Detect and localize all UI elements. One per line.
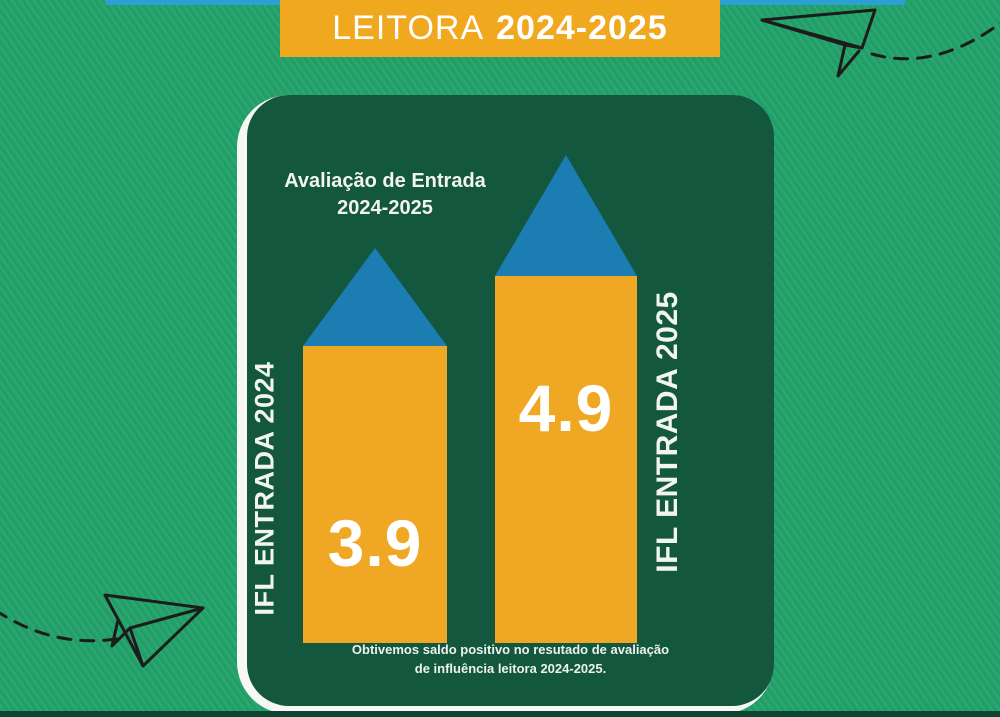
paper-airplane-icon [103, 593, 205, 668]
bar-2025: 4.9 [495, 152, 637, 643]
bar-2025-shaft: 4.9 [495, 276, 637, 643]
dashed-trail-icon [870, 21, 1000, 61]
chart-title: Avaliação de Entrada 2024-2025 [265, 168, 505, 222]
paper-airplane-icon [760, 8, 877, 78]
axis-label-2024: IFL ENTRADA 2024 [249, 361, 280, 616]
bottom-strip [0, 711, 1000, 717]
chart-card: Avaliação de Entrada 2024-2025 3.9 4.9 I… [247, 95, 774, 706]
bar-2025-triangle-cap [495, 152, 637, 276]
chart-caption: Obtivemos saldo positivo no resutado de … [247, 641, 774, 679]
bar-2024-triangle-cap [303, 245, 447, 346]
title-banner: LEITORA 2024-2025 [280, 0, 720, 57]
bar-2024: 3.9 [303, 245, 447, 643]
bar-2025-value: 4.9 [518, 370, 614, 445]
caption-line2: de influência leitora 2024-2025. [414, 660, 607, 676]
banner-years: 2024-2025 [496, 9, 668, 47]
bar-2024-shaft: 3.9 [303, 346, 447, 643]
caption-line1: Obtivemos saldo positivo no resutado de … [351, 642, 670, 657]
dashed-trail-icon [0, 611, 124, 643]
banner-prefix: LEITORA [332, 9, 485, 47]
chart-title-line2: 2024-2025 [337, 197, 433, 219]
axis-label-2025: IFL ENTRADA 2025 [651, 291, 684, 573]
bar-2024-value: 3.9 [327, 505, 423, 580]
chart-title-line1: Avaliação de Entrada [284, 170, 486, 192]
